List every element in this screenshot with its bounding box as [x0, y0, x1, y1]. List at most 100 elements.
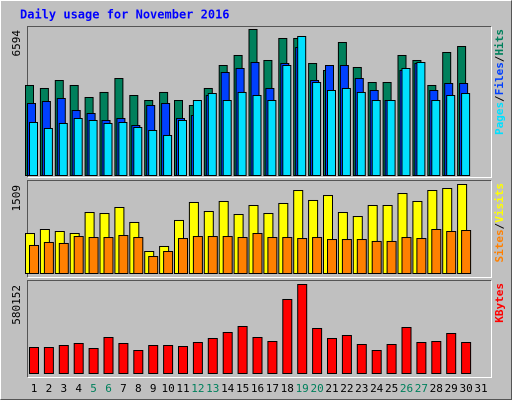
x-tick-label: 29 [445, 382, 458, 395]
bar [371, 100, 381, 176]
bar [43, 127, 53, 176]
bar [73, 118, 83, 176]
x-tick-label: 10 [161, 382, 174, 395]
bar [163, 251, 174, 274]
bar [416, 238, 427, 274]
bar [386, 100, 396, 176]
bar [58, 122, 68, 176]
bar [118, 235, 129, 274]
bar [222, 236, 233, 274]
bar [356, 91, 366, 176]
x-tick-label: 12 [191, 382, 204, 395]
bar [237, 237, 248, 275]
bar [178, 345, 188, 375]
x-tick-label: 22 [340, 382, 353, 395]
bar [222, 331, 233, 375]
x-tick-label: 21 [325, 382, 338, 395]
bar [341, 239, 352, 274]
bar [88, 237, 99, 275]
bar [252, 95, 262, 176]
panel-bevel [27, 180, 492, 278]
bar [103, 336, 114, 375]
legend-separator: / [493, 56, 506, 63]
bar [416, 61, 426, 176]
x-tick-label: 26 [400, 382, 413, 395]
bar [133, 349, 144, 374]
bar [327, 239, 337, 274]
bar [88, 120, 98, 176]
bar [73, 342, 84, 375]
bar [267, 100, 277, 176]
x-tick-label: 16 [251, 382, 264, 395]
legend-entry: Visits [493, 183, 506, 223]
bar [356, 239, 367, 274]
legend-entry: KBytes [493, 283, 506, 323]
panel-bevel [27, 280, 492, 378]
bar [446, 95, 456, 176]
legend: Sites/Visits [493, 183, 506, 263]
legend-separator: / [493, 223, 506, 230]
legend-entry: Pages [493, 102, 506, 135]
bar [118, 342, 129, 375]
bar [386, 343, 397, 374]
legend-separator: / [493, 95, 506, 102]
bar [73, 236, 84, 274]
x-tick-label: 30 [459, 382, 472, 395]
bar [282, 237, 293, 275]
bar [371, 240, 382, 274]
bar [192, 100, 202, 176]
y-tick-label: 580152 [10, 285, 23, 325]
bar [237, 91, 247, 176]
bar [461, 230, 472, 275]
bar [222, 100, 232, 176]
y-tick-label: 6594 [10, 30, 23, 57]
bar [297, 238, 308, 274]
bar [237, 325, 248, 374]
legend-entry: Sites [493, 229, 506, 262]
x-tick-label: 2 [46, 382, 53, 395]
bar [148, 344, 159, 374]
bar [341, 334, 352, 374]
bar [371, 349, 382, 374]
bar [416, 341, 427, 375]
bar [148, 130, 158, 176]
bar [118, 121, 128, 176]
x-tick-label: 24 [370, 382, 384, 395]
bar [103, 122, 113, 176]
x-tick-label: 3 [60, 382, 67, 395]
x-tick-label: 19 [296, 382, 309, 395]
bar [327, 337, 337, 375]
bar [252, 336, 263, 375]
bar [341, 87, 351, 176]
panel-bevel [27, 280, 492, 378]
legend-entry: Files [493, 62, 506, 95]
bar [297, 35, 307, 177]
x-tick-label: 31 [474, 382, 487, 395]
bar [282, 65, 292, 176]
panel-bevel [27, 26, 492, 178]
x-tick-label: 4 [75, 382, 82, 395]
bar [163, 344, 174, 374]
bar [282, 298, 293, 374]
bar [267, 340, 278, 375]
x-tick-label: 6 [105, 382, 112, 395]
y-tick-label: 1509 [10, 185, 23, 212]
bar [297, 284, 308, 374]
bar [356, 343, 367, 374]
x-tick-label: 8 [135, 382, 142, 395]
bar [103, 237, 114, 275]
bar [133, 237, 144, 275]
chart-title: Daily usage for November 2016 [20, 8, 230, 22]
bar [58, 344, 69, 374]
x-tick-label: 5 [90, 382, 97, 395]
bar [312, 327, 323, 375]
bar [88, 347, 99, 375]
legend: Pages/Files/Hits [493, 29, 506, 135]
bar [461, 341, 472, 375]
x-tick-label: 9 [150, 382, 157, 395]
bar [312, 237, 323, 275]
x-tick-label: 28 [430, 382, 443, 395]
legend-entry: Hits [493, 29, 506, 56]
